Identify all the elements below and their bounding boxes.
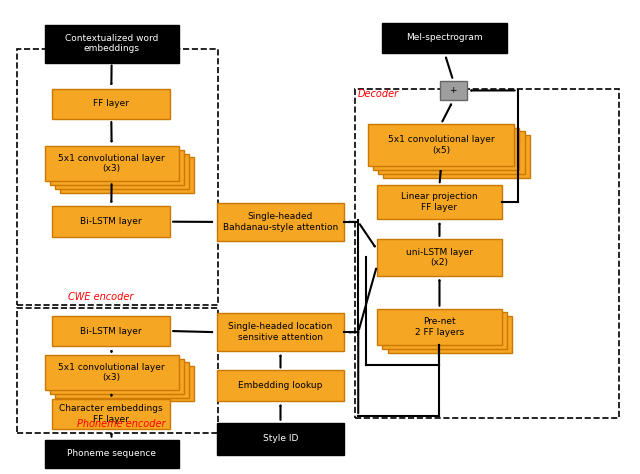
FancyBboxPatch shape xyxy=(217,313,344,351)
Text: uni-LSTM layer
(x2): uni-LSTM layer (x2) xyxy=(406,247,473,267)
FancyBboxPatch shape xyxy=(368,124,515,166)
FancyBboxPatch shape xyxy=(45,439,179,468)
FancyBboxPatch shape xyxy=(217,203,344,241)
FancyBboxPatch shape xyxy=(52,89,170,119)
Text: Linear projection
FF layer: Linear projection FF layer xyxy=(401,192,478,212)
Text: CWE encoder: CWE encoder xyxy=(68,292,134,302)
FancyBboxPatch shape xyxy=(45,146,179,182)
FancyBboxPatch shape xyxy=(378,309,502,346)
Text: Pre-net
2 FF layers: Pre-net 2 FF layers xyxy=(415,317,464,337)
Text: 5x1 convolutional layer
(x5): 5x1 convolutional layer (x5) xyxy=(388,136,494,155)
Text: FF layer: FF layer xyxy=(93,100,129,109)
FancyBboxPatch shape xyxy=(378,131,525,174)
FancyBboxPatch shape xyxy=(60,157,194,193)
Text: Single-headed
Bahdanau-style attention: Single-headed Bahdanau-style attention xyxy=(223,212,338,232)
FancyBboxPatch shape xyxy=(383,312,507,349)
FancyBboxPatch shape xyxy=(217,423,344,455)
FancyBboxPatch shape xyxy=(383,135,530,178)
FancyBboxPatch shape xyxy=(217,370,344,401)
Text: Contextualized word
embeddings: Contextualized word embeddings xyxy=(65,34,158,54)
FancyBboxPatch shape xyxy=(45,355,179,390)
Text: +: + xyxy=(449,86,457,95)
Text: Style ID: Style ID xyxy=(263,434,298,443)
Text: Phoneme encoder: Phoneme encoder xyxy=(77,419,165,429)
FancyBboxPatch shape xyxy=(378,239,502,276)
FancyBboxPatch shape xyxy=(52,399,170,429)
Text: 5x1 convolutional layer
(x3): 5x1 convolutional layer (x3) xyxy=(58,154,165,173)
Text: Mel-spectrogram: Mel-spectrogram xyxy=(406,33,483,42)
FancyBboxPatch shape xyxy=(52,206,170,237)
FancyBboxPatch shape xyxy=(45,25,179,63)
Text: Decoder: Decoder xyxy=(358,89,399,99)
FancyBboxPatch shape xyxy=(50,358,184,394)
FancyBboxPatch shape xyxy=(383,23,507,53)
FancyBboxPatch shape xyxy=(378,185,502,219)
FancyBboxPatch shape xyxy=(50,150,184,185)
Text: 5x1 convolutional layer
(x3): 5x1 convolutional layer (x3) xyxy=(58,363,165,382)
Text: Embedding lookup: Embedding lookup xyxy=(238,381,323,390)
Text: Single-headed location
sensitive attention: Single-headed location sensitive attenti… xyxy=(228,322,333,342)
FancyBboxPatch shape xyxy=(388,316,512,353)
FancyBboxPatch shape xyxy=(52,316,170,346)
FancyBboxPatch shape xyxy=(55,362,189,398)
Text: Phoneme sequence: Phoneme sequence xyxy=(67,449,156,458)
FancyBboxPatch shape xyxy=(55,154,189,189)
FancyBboxPatch shape xyxy=(440,81,467,100)
Text: Character embeddings
FF layer: Character embeddings FF layer xyxy=(60,404,163,424)
Text: Bi-LSTM layer: Bi-LSTM layer xyxy=(81,217,142,226)
FancyBboxPatch shape xyxy=(60,366,194,401)
Text: Bi-LSTM layer: Bi-LSTM layer xyxy=(81,327,142,336)
FancyBboxPatch shape xyxy=(373,128,520,170)
